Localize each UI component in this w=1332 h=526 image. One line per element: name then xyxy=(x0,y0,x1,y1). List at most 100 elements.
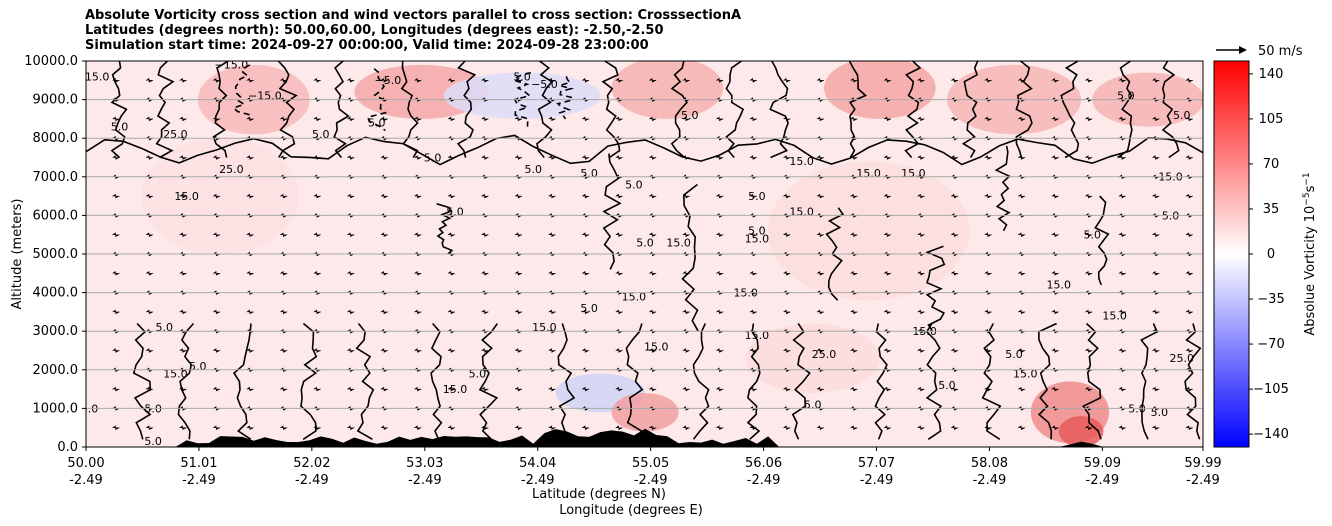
contour-label: 5.0 xyxy=(312,128,330,141)
wind-vector xyxy=(413,425,422,431)
wind-vector xyxy=(715,386,724,392)
x-tick-lon-label: -2.49 xyxy=(295,473,329,488)
wind-vector xyxy=(615,232,623,238)
wind-vector xyxy=(547,155,556,160)
wind-vector xyxy=(1017,348,1026,353)
wind-vector xyxy=(816,77,825,83)
contour-line xyxy=(904,61,922,159)
contour-line xyxy=(300,322,318,440)
wind-vector xyxy=(346,270,355,276)
wind-vector xyxy=(279,309,288,315)
x-tick-lon-label: -2.49 xyxy=(747,473,781,488)
colorbar: 140 105 70 35 0 −35 −70 −105 −140 Absolue Vortici… xyxy=(1213,60,1318,448)
wind-vector xyxy=(1151,386,1160,392)
wind-vector xyxy=(816,348,825,353)
vorticity-patch xyxy=(611,392,679,432)
contour-line xyxy=(400,61,419,158)
wind-vector xyxy=(413,309,422,315)
wind-vector xyxy=(950,155,959,160)
y-tick-label: 4000.0 xyxy=(33,286,79,301)
wind-vector xyxy=(547,270,556,276)
wind-vector xyxy=(1017,309,1026,315)
wind-vector xyxy=(246,386,254,392)
x-tick-lat-label: 56.06 xyxy=(745,456,782,471)
wind-vector xyxy=(615,155,623,160)
wind-vector xyxy=(849,193,858,199)
wind-vector xyxy=(581,155,590,160)
wind-vector xyxy=(984,232,992,238)
y-tick-label: 1000.0 xyxy=(33,401,79,416)
wind-vector xyxy=(1051,270,1059,276)
wind-vector xyxy=(1185,386,1194,392)
y-tick-label: 5000.0 xyxy=(33,247,79,262)
contour-label: 5.0 xyxy=(748,190,766,203)
wind-vector xyxy=(950,270,959,276)
wind-vector xyxy=(346,348,355,353)
wind-vector xyxy=(1118,77,1126,83)
wind-vector xyxy=(447,348,456,353)
contour-label: 5.0 xyxy=(681,109,699,122)
x-tick-lon-label: -2.49 xyxy=(860,473,894,488)
wind-vector xyxy=(581,309,590,315)
wind-vector xyxy=(682,77,690,83)
contour-line xyxy=(925,245,946,332)
wind-vector xyxy=(380,232,388,238)
contour-line xyxy=(1037,322,1057,440)
wind-vector xyxy=(547,386,556,392)
wind-vector xyxy=(86,157,87,158)
wind-vector xyxy=(212,270,221,276)
wind-vector xyxy=(480,77,489,83)
wind-vector xyxy=(749,77,757,83)
colorbar-tick-label: 35 xyxy=(1263,202,1280,217)
wind-vector xyxy=(313,270,321,276)
wind-vector xyxy=(715,155,724,160)
wind-vector xyxy=(1185,155,1194,160)
wind-vector xyxy=(380,425,388,431)
wind-vector xyxy=(413,270,422,276)
wind-vector xyxy=(212,77,221,83)
title-line-3: Simulation start time: 2024-09-27 00:00:… xyxy=(85,38,649,53)
wind-vector xyxy=(1084,309,1093,315)
wind-vector xyxy=(1084,155,1093,160)
wind-vector xyxy=(883,386,892,392)
contour-label: 5.0 xyxy=(524,163,542,176)
wind-vector xyxy=(581,425,590,431)
x-tick-lon-label: -2.49 xyxy=(408,473,442,488)
y-tick-label: 8000.0 xyxy=(33,131,79,146)
colorbar-tick-label: −105 xyxy=(1253,382,1289,397)
x-tick-lon-label: -2.49 xyxy=(973,473,1007,488)
contour-line xyxy=(1060,61,1080,159)
contour-label: 5.0 xyxy=(625,178,643,191)
wind-vector xyxy=(447,309,456,315)
wind-vector xyxy=(682,348,690,353)
title-line-1: Absolute Vorticity cross section and win… xyxy=(85,8,742,23)
contour-label: 15.0 xyxy=(1102,310,1127,323)
wind-vector xyxy=(246,425,254,431)
wind-vector xyxy=(1017,425,1026,431)
wind-vector xyxy=(950,116,959,122)
contour-line xyxy=(1140,323,1159,440)
wind-vector xyxy=(984,386,992,392)
wind-vector xyxy=(514,425,523,431)
wind-vector xyxy=(413,386,422,392)
wind-vector xyxy=(782,155,791,160)
wind-vector xyxy=(816,155,825,160)
contour-label: 5.0 xyxy=(513,70,531,83)
wind-vector xyxy=(346,155,355,160)
wind-vector xyxy=(279,193,288,199)
wind-vector xyxy=(648,232,657,238)
wind-vector xyxy=(346,193,355,199)
contour-line xyxy=(557,323,576,440)
wind-vector xyxy=(816,270,825,276)
wind-vector xyxy=(648,425,657,431)
wind-vector xyxy=(715,309,724,315)
contour-label: −15.0 xyxy=(214,59,248,72)
wind-vector xyxy=(749,348,757,353)
wind-vector xyxy=(86,427,87,428)
wind-vector xyxy=(145,425,154,431)
colorbar-tick-label: −70 xyxy=(1257,337,1284,352)
wind-vector xyxy=(178,309,187,315)
contour-label: 5.0 xyxy=(636,236,654,249)
wind-vector xyxy=(514,155,523,160)
wind-vector xyxy=(1118,232,1126,238)
